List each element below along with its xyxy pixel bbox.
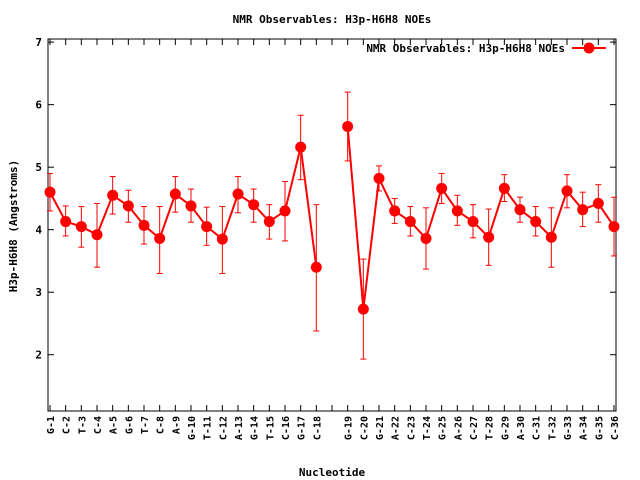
x-tick-label: T-7 [140,416,151,434]
data-point [373,172,385,184]
x-tick-label: A-30 [516,416,527,440]
data-point [561,185,573,197]
x-tick-label: G-6 [124,416,135,434]
data-point [451,205,463,217]
x-tick-label: C-4 [93,416,104,434]
y-tick-label: 4 [35,224,42,237]
x-tick-label: G-14 [250,416,261,440]
data-point [44,186,56,198]
x-tick-label: G-10 [187,416,198,440]
data-point [91,229,103,241]
y-tick-label: 3 [35,286,42,299]
x-tick-label: T-3 [77,416,88,434]
data-point [467,216,479,228]
series-line [49,146,318,268]
x-tick-label: G-17 [297,416,308,440]
data-point [357,303,369,315]
data-point [577,204,589,216]
y-axis-label: H3p-H6H8 (Angstroms) [7,160,20,292]
x-tick-label: A-9 [171,416,182,434]
x-tick-label: G-1 [46,416,57,434]
data-point [75,221,87,233]
x-tick-label: T-32 [547,416,558,440]
x-tick-label: T-24 [422,416,433,440]
x-tick-label: C-12 [218,416,229,440]
data-point [248,199,260,211]
y-tick-label: 7 [35,36,42,49]
data-point [342,121,354,133]
x-tick-label: G-29 [500,416,511,440]
x-tick-label: G-33 [563,416,574,440]
data-point [60,216,72,228]
data-point [545,231,557,243]
x-axis-label: Nucleotide [299,466,366,479]
x-tick-label: T-11 [203,416,214,440]
x-tick-label: C-23 [406,416,417,440]
data-point [389,205,401,217]
data-point [216,233,228,245]
x-tick-label: A-5 [109,416,120,434]
x-tick-label: T-28 [485,416,496,440]
data-point [107,189,119,201]
legend-label: NMR Observables: H3p-H6H8 NOEs [366,42,565,55]
x-tick-label: T-15 [265,416,276,440]
x-tick-label: C-20 [359,416,370,440]
data-point [232,188,244,200]
data-point [122,200,134,212]
y-tick-label: 6 [35,99,42,112]
axes: 2 3 4 5 6 7 G-1 C-2 T-3 C-4 A-5 G-6 T-7 C-8 A-9 G-10 T-1… [35,36,621,440]
x-tick-label: C-8 [156,416,167,434]
data-point [592,197,604,209]
data-point [201,221,213,233]
chart-title: NMR Observables: H3p-H6H8 NOEs [233,13,432,26]
x-tick-label: C-27 [469,416,480,440]
data-point [608,221,620,233]
x-tick-label: C-18 [312,416,323,440]
data-point [420,232,432,244]
x-tick-label: A-26 [453,416,464,440]
data-point [295,141,307,153]
x-tick-label: G-19 [344,416,355,440]
plot-frame [47,38,617,412]
data-point [154,232,166,244]
x-tick-label: G-25 [438,416,449,440]
data-point [483,231,495,243]
data-point [514,204,526,216]
x-tick-label: G-35 [594,416,605,440]
x-tick-label: A-34 [579,416,590,440]
data-point [138,219,150,231]
x-tick-label: C-31 [532,416,543,440]
x-tick-label: A-22 [391,416,402,440]
x-tick-label: G-21 [375,416,386,440]
legend: NMR Observables: H3p-H6H8 NOEs [366,42,606,55]
data-point [310,261,322,273]
data-point [169,188,181,200]
data-point [263,216,275,228]
data-point [530,216,542,228]
data-point [436,182,448,194]
data-point [185,200,197,212]
x-tick-label: C-16 [281,416,292,440]
data-point [404,216,416,228]
x-tick-label: C-2 [62,416,73,434]
legend-marker [583,42,595,54]
y-tick-label: 5 [35,161,42,174]
x-tick-label: A-13 [234,416,245,440]
data-point [498,182,510,194]
y-tick-label: 2 [35,349,42,362]
series-line [346,126,615,310]
plot-area [44,91,620,360]
x-tick-label: C-36 [610,416,621,440]
data-point [279,205,291,217]
